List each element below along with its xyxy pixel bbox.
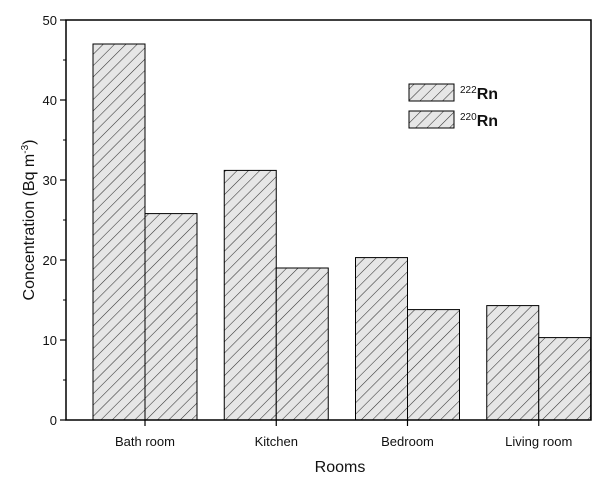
bar-220rn-living-room bbox=[538, 337, 592, 421]
x-tick-label: Bath room bbox=[115, 434, 175, 449]
y-tick-label: 0 bbox=[50, 413, 57, 428]
legend-label-222rn: 222Rn bbox=[460, 85, 498, 103]
bar-222rn-kitchen bbox=[223, 169, 277, 421]
y-tick-label: 30 bbox=[43, 173, 57, 188]
y-tick-label: 40 bbox=[43, 93, 57, 108]
y-tick-label: 20 bbox=[43, 253, 57, 268]
y-tick-label: 10 bbox=[43, 333, 57, 348]
bars-group bbox=[92, 43, 592, 421]
legend-swatch-220rn bbox=[408, 110, 455, 129]
legend: 222Rn 220Rn bbox=[408, 83, 498, 130]
legend-swatch-222rn bbox=[408, 83, 455, 102]
bar-220rn-kitchen bbox=[275, 267, 329, 421]
legend-label-220rn: 220Rn bbox=[460, 112, 498, 130]
x-tick-label: Bedroom bbox=[381, 434, 434, 449]
y-axis-title: Concentration (Bq m-3) bbox=[20, 140, 38, 301]
bar-222rn-bath-room bbox=[92, 43, 146, 421]
bar-222rn-living-room bbox=[486, 305, 540, 421]
y-axis: 0 10 20 30 40 50 bbox=[43, 13, 66, 428]
bar-220rn-bath-room bbox=[144, 213, 198, 421]
y-tick-label: 50 bbox=[43, 13, 57, 28]
x-tick-label: Living room bbox=[505, 434, 572, 449]
x-tick-label: Kitchen bbox=[255, 434, 298, 449]
x-axis: Bath room Kitchen Bedroom Living room bbox=[115, 420, 572, 449]
bar-220rn-bedroom bbox=[407, 309, 460, 421]
x-axis-title: Rooms bbox=[315, 459, 366, 476]
bar-222rn-bedroom bbox=[355, 257, 408, 421]
